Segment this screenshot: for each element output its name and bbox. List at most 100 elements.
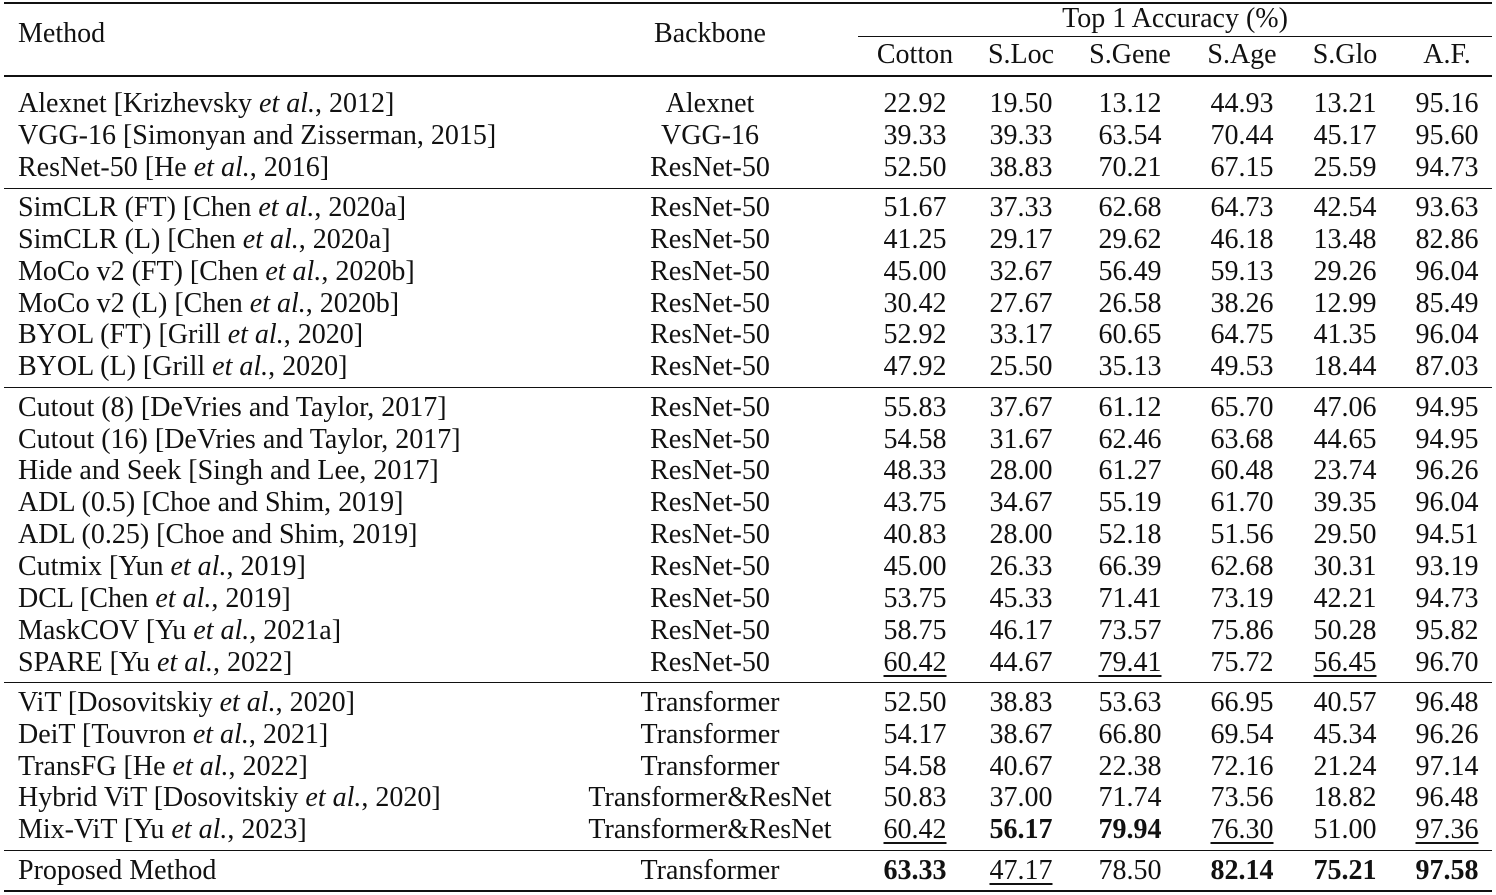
method-text: , 2020] xyxy=(275,686,355,718)
score: 46.17 xyxy=(989,614,1053,646)
score: 70.21 xyxy=(1098,151,1162,183)
column-header: S.Loc xyxy=(987,39,1055,70)
score: 64.75 xyxy=(1210,319,1274,351)
method-italic: et al. xyxy=(212,351,269,383)
score: 56.49 xyxy=(1098,255,1162,287)
score: 40.67 xyxy=(989,750,1053,782)
score: 35.13 xyxy=(1098,351,1162,383)
method-italic: et al. xyxy=(249,287,306,319)
method: MoCo v2 (L) [Chen et al., 2020b] xyxy=(18,288,399,320)
score: 52.50 xyxy=(883,151,947,183)
score: 25.50 xyxy=(989,351,1053,383)
method-text: BYOL (L) [Grill xyxy=(18,351,213,383)
score: 76.30 xyxy=(1210,814,1274,846)
score: 38.83 xyxy=(989,151,1053,183)
score: 69.54 xyxy=(1210,718,1274,750)
backbone: Transformer&ResNet xyxy=(588,782,832,814)
backbone: Transformer xyxy=(640,686,780,718)
score: 41.35 xyxy=(1313,319,1377,351)
method-italic: et al. xyxy=(219,686,276,718)
score: 96.26 xyxy=(1415,455,1479,487)
score: 82.14 xyxy=(1210,854,1274,886)
score: 19.50 xyxy=(989,88,1053,119)
method: ADL (0.5) [Choe and Shim, 2019] xyxy=(18,487,404,519)
group-rule xyxy=(4,187,1492,189)
method-italic: et al. xyxy=(258,192,315,223)
method-italic: et al. xyxy=(193,151,250,183)
method-italic: et al. xyxy=(305,782,362,814)
header-method: Method xyxy=(18,18,106,49)
score: 39.35 xyxy=(1313,487,1377,519)
column-header: Cotton xyxy=(876,39,954,70)
method-text: DCL [Chen xyxy=(18,582,156,614)
score: 94.95 xyxy=(1415,391,1479,423)
score: 46.18 xyxy=(1210,223,1274,255)
score: 72.16 xyxy=(1210,750,1274,782)
method: Hybrid ViT [Dosovitskiy et al., 2020] xyxy=(18,782,441,814)
method-italic: et al. xyxy=(259,88,316,119)
score: 62.46 xyxy=(1098,423,1162,455)
method-italic: et al. xyxy=(265,255,322,287)
method-text: MoCo v2 (L) [Chen xyxy=(18,287,250,319)
method: MaskCOV [Yu et al., 2021a] xyxy=(18,615,341,647)
score: 48.33 xyxy=(883,455,947,487)
score: 44.65 xyxy=(1313,423,1377,455)
score: 85.49 xyxy=(1415,287,1479,319)
score: 32.67 xyxy=(989,255,1053,287)
score: 29.17 xyxy=(989,223,1053,255)
backbone: Transformer&ResNet xyxy=(588,814,832,846)
score: 60.48 xyxy=(1210,455,1274,487)
method: SPARE [Yu et al., 2022] xyxy=(18,647,292,679)
score: 78.50 xyxy=(1098,854,1162,886)
score: 61.27 xyxy=(1098,455,1162,487)
score: 95.60 xyxy=(1415,119,1479,151)
method: Cutout (8) [DeVries and Taylor, 2017] xyxy=(18,391,447,423)
score: 73.57 xyxy=(1098,614,1162,646)
method-text: MaskCOV [Yu xyxy=(18,614,194,646)
score: 97.14 xyxy=(1415,750,1479,782)
score: 37.33 xyxy=(989,192,1053,223)
score: 34.67 xyxy=(989,487,1053,519)
score: 49.53 xyxy=(1210,351,1274,383)
score: 67.15 xyxy=(1210,151,1274,183)
score: 55.83 xyxy=(883,391,947,423)
score: 50.28 xyxy=(1313,614,1377,646)
method: VGG-16 [Simonyan and Zisserman, 2015] xyxy=(18,119,497,151)
score: 65.70 xyxy=(1210,391,1274,423)
score: 27.67 xyxy=(989,287,1053,319)
backbone: ResNet-50 xyxy=(650,223,770,255)
method: MoCo v2 (FT) [Chen et al., 2020b] xyxy=(18,256,415,288)
score: 96.48 xyxy=(1415,782,1479,814)
backbone: ResNet-50 xyxy=(650,550,770,582)
backbone: Transformer xyxy=(640,750,780,782)
score: 18.44 xyxy=(1313,351,1377,383)
score: 40.83 xyxy=(883,519,947,551)
method-text: Alexnet [Krizhevsky xyxy=(18,88,260,119)
score: 22.92 xyxy=(883,88,947,119)
score: 47.92 xyxy=(883,351,947,383)
method-text: , 2020] xyxy=(268,351,348,383)
score: 42.21 xyxy=(1313,582,1377,614)
method-text: , 2019] xyxy=(211,582,291,614)
score: 28.00 xyxy=(989,455,1053,487)
score: 73.56 xyxy=(1210,782,1274,814)
score: 61.12 xyxy=(1098,391,1162,423)
method-text: , 2020a] xyxy=(314,192,407,223)
method-italic: et al. xyxy=(193,614,250,646)
method: Alexnet [Krizhevsky et al., 2012] xyxy=(18,88,394,120)
score: 58.75 xyxy=(883,614,947,646)
score: 82.86 xyxy=(1415,223,1479,255)
score: 52.18 xyxy=(1098,519,1162,551)
method-italic: et al. xyxy=(227,319,284,351)
score: 96.04 xyxy=(1415,319,1479,351)
score: 18.82 xyxy=(1313,782,1377,814)
method-text: SimCLR (FT) [Chen xyxy=(18,192,259,223)
method-text: , 2012] xyxy=(315,88,395,119)
score: 51.00 xyxy=(1313,814,1377,846)
score: 37.00 xyxy=(989,782,1053,814)
score: 39.33 xyxy=(989,119,1053,151)
score: 40.57 xyxy=(1313,686,1377,718)
score: 51.67 xyxy=(883,192,947,223)
bottom-rule xyxy=(4,890,1492,893)
score: 96.48 xyxy=(1415,686,1479,718)
